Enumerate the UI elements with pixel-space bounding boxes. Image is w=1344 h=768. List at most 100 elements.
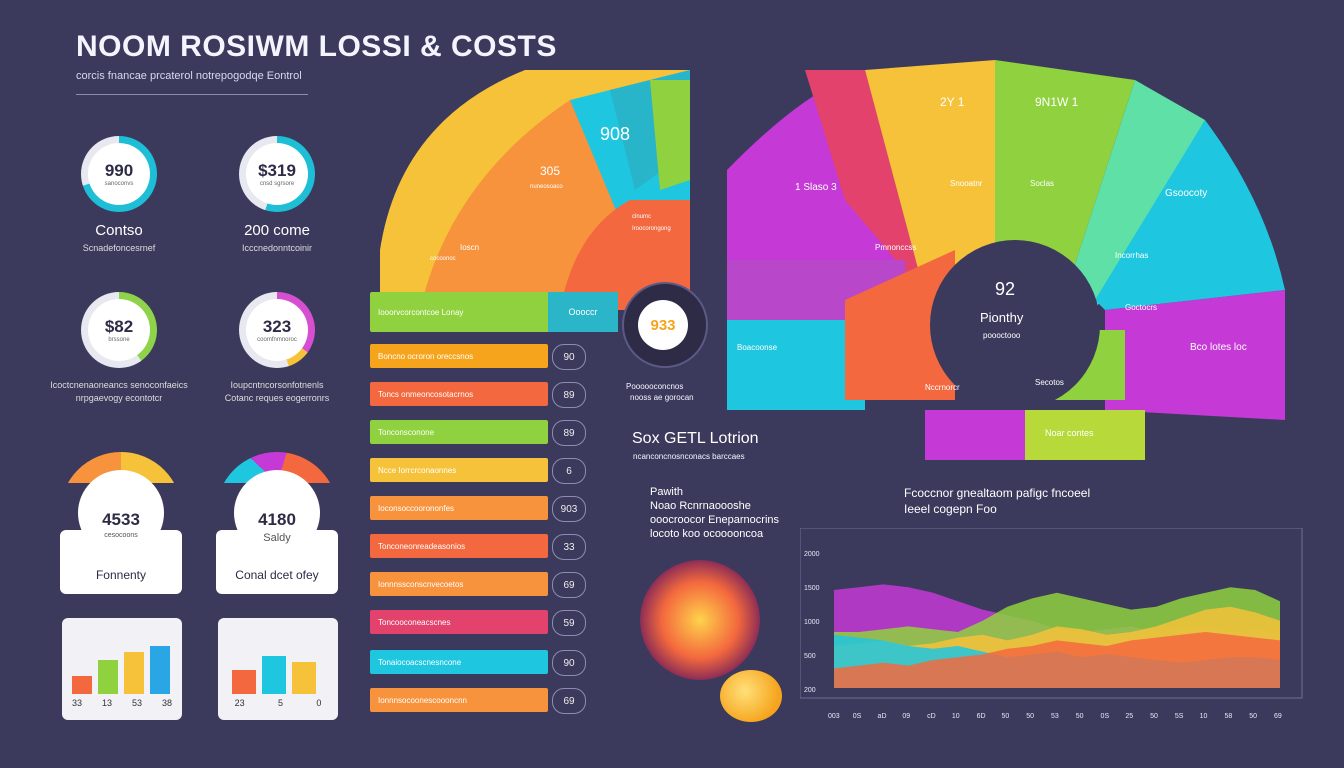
x-tick-label: 50 — [1249, 713, 1257, 720]
mini-label: 13 — [101, 698, 112, 708]
bar-value: 69 — [552, 572, 586, 598]
stat-card-4: 323 coomfnmnoroc Ioupcntncorsonfotnenls C… — [202, 292, 352, 403]
x-tick-label: 50 — [1001, 713, 1009, 720]
mini-labels: 23 5 0 — [218, 698, 338, 708]
page-title: NOOM ROSIWM LOSSI & COSTS — [76, 30, 557, 63]
stat-sub: Ioupcntncorsonfotnenls — [230, 380, 324, 390]
fan-segment — [1095, 120, 1285, 310]
fan-chart-right: 92 Pionthy poooctooo 2Y 1 9N1W 1 1 Slaso… — [727, 60, 1285, 460]
fan-label: 305 — [540, 164, 560, 178]
stat-caption: sanoconvs — [104, 181, 134, 187]
x-tick-label: 0S — [853, 713, 862, 720]
glow-orb — [640, 560, 760, 680]
bar-value: 90 — [552, 650, 586, 676]
x-tick-label: 5S — [1175, 713, 1184, 720]
x-tick-label: 6D — [977, 713, 986, 720]
mini-label: 23 — [234, 698, 245, 708]
x-tick-label: 50 — [1076, 713, 1084, 720]
title-divider — [76, 94, 308, 95]
stat-sub: Scnadefoncesrnef — [82, 243, 156, 253]
stat-value: $319 — [258, 161, 296, 180]
fan-label: Noar contes — [1045, 428, 1094, 438]
bar-row: Tonconsconone — [370, 420, 548, 444]
bar-value: 33 — [552, 534, 586, 560]
gauge-name: Conal dcet ofey — [235, 568, 319, 582]
note-line-2: ooocroocor Eneparnocrins — [650, 514, 780, 526]
stat-ring: 323 coomfnmnoroc — [239, 292, 315, 368]
stat-sub-2: nrpgaevogy econtotcr — [75, 393, 163, 403]
fan-label: Bco lotes loc — [1190, 342, 1247, 353]
stat-caption: coomfnmnoroc — [257, 337, 297, 343]
fan-label: 2Y 1 — [940, 95, 965, 109]
stat-value: 323 — [262, 317, 292, 336]
bar-row: Ncce Iorrcrconaonnes — [370, 458, 548, 482]
cost-title: Sox GETL Lotrion — [632, 430, 759, 447]
stat-ring: $82 brssone — [81, 292, 157, 368]
y-tick-label: 200 — [804, 687, 816, 694]
fan-center — [930, 240, 1100, 410]
area-chart-title-2: Ieeel cogepn Foo — [904, 502, 997, 516]
x-tick-label: 10 — [1200, 713, 1208, 720]
bar-value: 59 — [552, 610, 586, 636]
gauge-value: 4533 — [102, 510, 140, 529]
gauge-caption: Saldy — [263, 532, 291, 544]
x-tick-label: 50 — [1150, 713, 1158, 720]
fan-segment — [1105, 290, 1285, 420]
bar-row: Ionnnssconscnvecoetos — [370, 572, 548, 596]
note-line-1: Noao Rcnrnaoooshe — [650, 500, 751, 512]
x-tick-label: 09 — [902, 713, 910, 720]
coin-icon — [720, 670, 782, 722]
fan-label: Soclas — [1030, 179, 1054, 188]
fan-label: Pmnonccss — [875, 243, 916, 252]
mini-labels: 33 13 53 38 — [62, 698, 182, 708]
x-tick-label: 10 — [952, 713, 960, 720]
stat-label: 200 come — [244, 222, 310, 239]
note-line-3: locoto koo ocooooncoa — [650, 528, 764, 540]
gauge-box — [60, 530, 182, 594]
stat-value: $82 — [104, 317, 134, 336]
fan-label: Secotos — [1035, 378, 1064, 387]
gauge-name: Fonnenty — [95, 568, 147, 582]
stat-value: 990 — [104, 161, 134, 180]
mini-bar — [150, 646, 170, 694]
fan-label: Goctocrs — [1125, 303, 1157, 312]
fan-label: 908 — [600, 124, 630, 144]
fan-segment — [845, 250, 955, 400]
fan-label: clnumc — [632, 214, 651, 220]
gauge-box — [216, 530, 338, 594]
mini-label: 33 — [71, 698, 82, 708]
area-series-5 — [834, 632, 1280, 688]
fan-label: Snooatnr — [950, 179, 983, 188]
x-tick-label: 58 — [1224, 713, 1232, 720]
note-title: Pawith — [650, 486, 684, 498]
x-tick-label: 003 — [828, 713, 840, 720]
bars-header: Iooorvcorcontcoe Lonay — [370, 292, 550, 332]
bar-value: 89 — [552, 382, 586, 408]
mini-bar — [124, 652, 144, 694]
fan-label: Nccrnorcr — [925, 383, 960, 392]
fan-label: 1 Slaso 3 — [795, 182, 837, 193]
fan-center-sub: poooctooo — [983, 331, 1021, 340]
mini-bar — [98, 660, 118, 694]
fan-label: Gsoocoty — [1165, 188, 1207, 199]
fan-label: Incorrhas — [1115, 251, 1148, 260]
gauge-caption: cesocoons — [104, 532, 138, 539]
fan-label: 9N1W 1 — [1035, 95, 1079, 109]
mini-chart-1: 33 13 53 38 — [62, 618, 182, 720]
fan-label: Boacoonse — [737, 343, 778, 352]
fan-label: Ioscn — [460, 243, 479, 252]
fan-segment — [805, 70, 925, 295]
mini-bar — [292, 662, 316, 694]
stat-card-1: 990 sanoconvs Contso Scnadefoncesrnef — [44, 136, 194, 253]
x-tick-label: 69 — [1274, 713, 1282, 720]
area-chart-title: Fcoccnor gnealtaom pafigc fncoeel — [904, 486, 1091, 500]
fan-label: Iroocorongong — [632, 226, 671, 232]
center-small-b: nooss ae gorocan — [630, 393, 694, 402]
y-tick-label: 2000 — [804, 551, 820, 558]
y-tick-label: 1000 — [804, 619, 820, 626]
fan-label: nuneosoaco — [530, 184, 563, 190]
fan-center-value: 92 — [995, 279, 1015, 299]
center-small-a: Poooooconcnos — [626, 382, 684, 391]
bar-row: Toncs onmeoncosotacrnos — [370, 382, 548, 406]
bar-value: 89 — [552, 420, 586, 446]
